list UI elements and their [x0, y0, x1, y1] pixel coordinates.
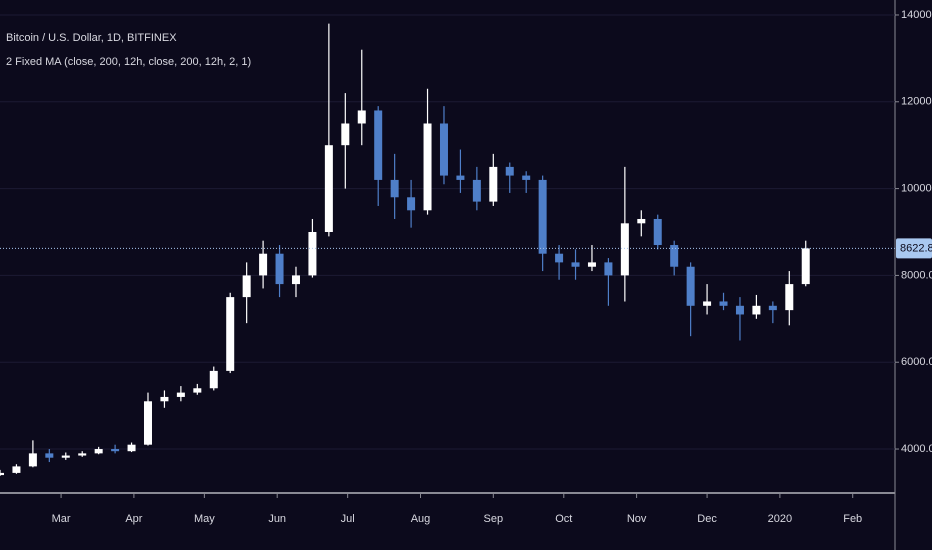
candle-body: [341, 123, 350, 146]
candle-body: [522, 175, 531, 180]
candle-body: [505, 166, 514, 176]
candle-body: [785, 284, 794, 311]
candle-body: [12, 466, 21, 473]
indicator-label: 2 Fixed MA (close, 200, 12h, close, 200,…: [6, 56, 251, 68]
candle-body: [801, 248, 810, 285]
x-tick-label: Jul: [341, 513, 355, 525]
candle-body: [209, 370, 218, 389]
x-tick-label: Aug: [411, 513, 431, 525]
x-tick-label: Oct: [555, 513, 572, 525]
candle-body: [768, 305, 777, 311]
candle-body: [259, 253, 268, 276]
candle-body: [637, 218, 646, 224]
candle-body: [28, 453, 37, 467]
chart-title: Bitcoin / U.S. Dollar, 1D, BITFINEX: [6, 32, 177, 44]
candle-body: [357, 110, 366, 124]
x-tick-label: Feb: [843, 513, 862, 525]
candle-body: [94, 449, 103, 454]
candle-body: [226, 297, 235, 371]
candle-body: [735, 305, 744, 315]
candle-body: [111, 449, 120, 452]
candle-body: [538, 179, 547, 254]
x-tick-label: May: [194, 513, 215, 525]
candle-body: [489, 166, 498, 202]
candle-body: [275, 253, 284, 285]
candle-body: [670, 245, 679, 267]
candle-body: [407, 197, 416, 211]
candle-body: [686, 266, 695, 306]
candle-body: [587, 262, 596, 267]
candle-body: [176, 392, 185, 397]
last-price-label: 8622.8: [900, 242, 932, 254]
candle-body: [127, 444, 136, 452]
candle-body: [291, 275, 300, 285]
x-tick-label: 2020: [768, 513, 792, 525]
candle-body: [374, 110, 383, 180]
y-tick-label: 12000.0: [901, 96, 932, 108]
candle-body: [719, 301, 728, 306]
x-tick-label: Jun: [268, 513, 286, 525]
y-tick-label: 14000.0: [901, 9, 932, 21]
y-tick-label: 6000.0: [901, 356, 932, 368]
x-tick-label: Sep: [484, 513, 504, 525]
candle-body: [160, 396, 169, 402]
candle-body: [78, 453, 87, 456]
candle-body: [324, 145, 333, 233]
candle-body: [143, 401, 152, 445]
x-tick-label: Mar: [52, 513, 71, 525]
x-tick-label: Apr: [125, 513, 142, 525]
candle-body: [193, 388, 202, 393]
candle-body: [604, 262, 613, 276]
x-tick-label: Nov: [627, 513, 647, 525]
candle-body: [0, 472, 4, 476]
y-tick-label: 10000.0: [901, 183, 932, 195]
candle-body: [555, 253, 564, 263]
candle-body: [390, 179, 399, 198]
candle-body: [703, 301, 712, 306]
y-tick-label: 8000.0: [901, 269, 932, 281]
candle-body: [456, 175, 465, 180]
candle-body: [620, 223, 629, 276]
candle-body: [752, 305, 761, 315]
candle-body: [242, 275, 251, 298]
candle-body: [472, 179, 481, 202]
candle-body: [653, 218, 662, 246]
candle-body: [439, 123, 448, 176]
y-tick-label: 4000.0: [901, 443, 932, 455]
x-tick-label: Dec: [697, 513, 717, 525]
candle-body: [308, 232, 317, 276]
last-price-box: [896, 238, 932, 259]
candle-body: [571, 262, 580, 267]
candle-body: [61, 455, 70, 458]
candle-body: [423, 123, 432, 211]
candle-body: [45, 453, 54, 458]
